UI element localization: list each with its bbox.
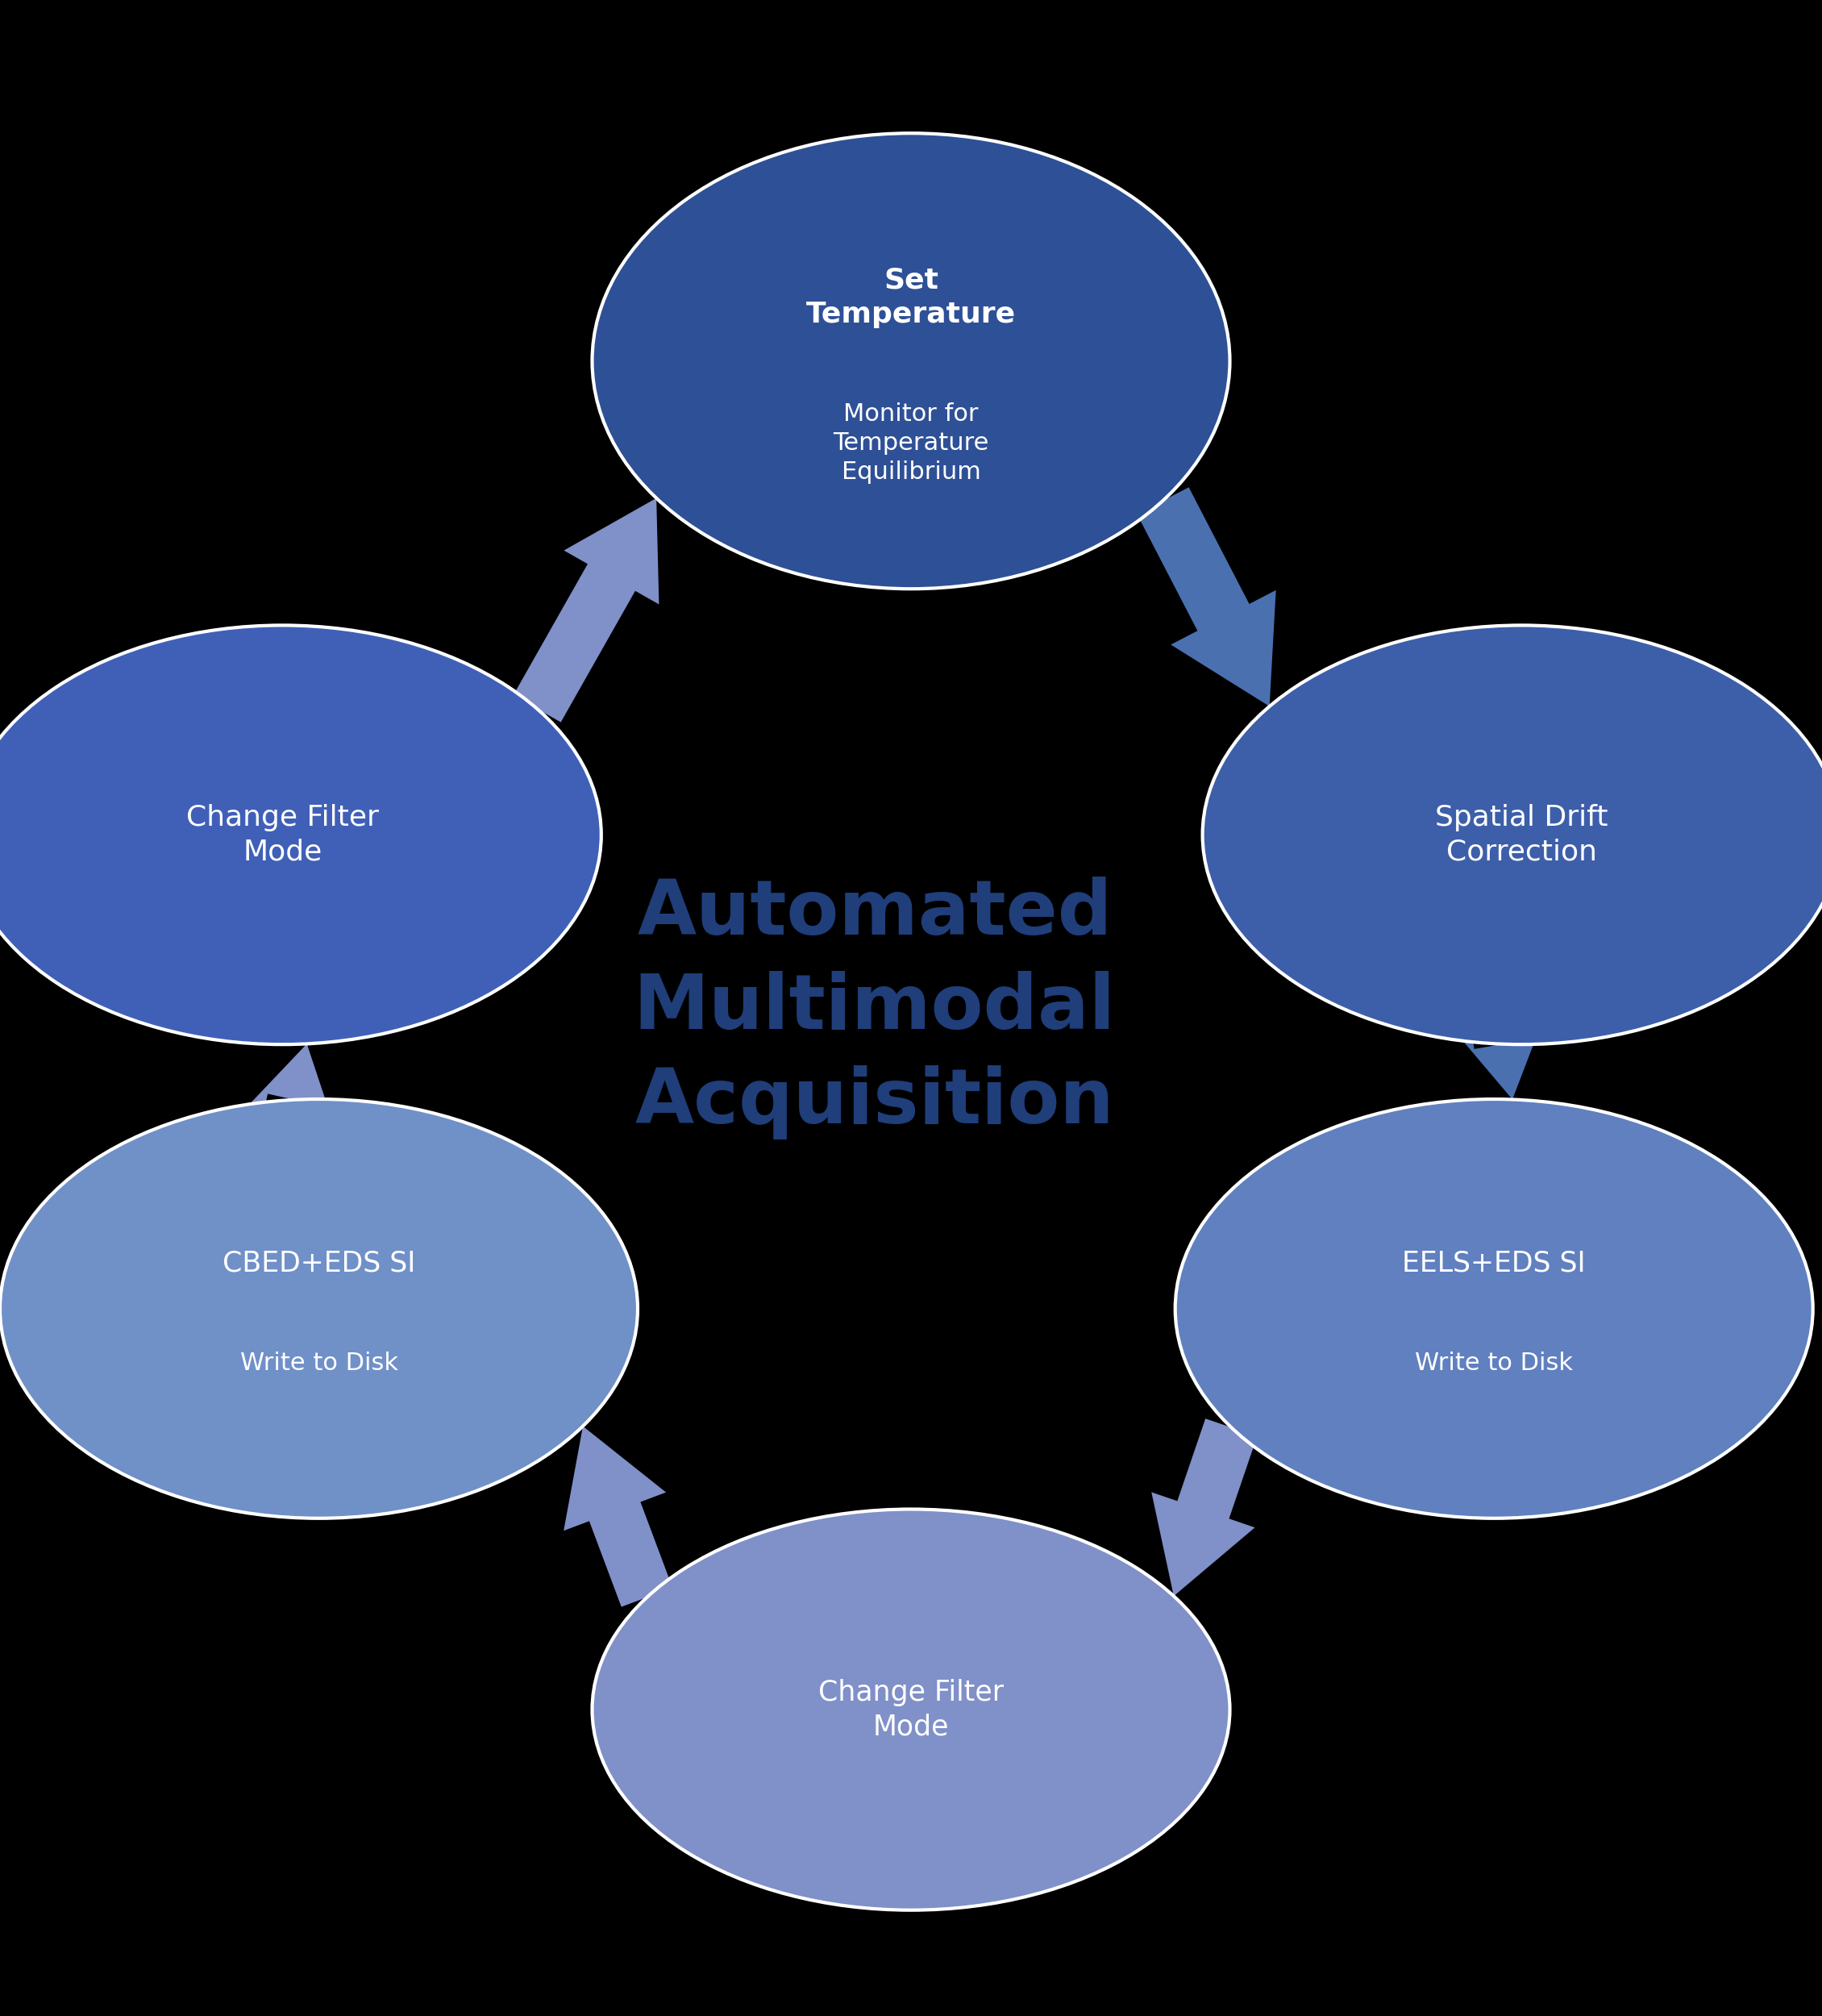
Polygon shape xyxy=(233,1044,341,1145)
Text: EELS+EDS SI: EELS+EDS SI xyxy=(1403,1250,1585,1276)
Text: Write to Disk: Write to Disk xyxy=(1416,1351,1572,1375)
Text: Set
Temperature: Set Temperature xyxy=(805,266,1017,329)
Ellipse shape xyxy=(592,133,1230,589)
Text: Change Filter
Mode: Change Filter Mode xyxy=(818,1679,1004,1740)
Text: Change Filter
Mode: Change Filter Mode xyxy=(186,804,379,865)
Ellipse shape xyxy=(0,625,601,1044)
Text: Monitor for
Temperature
Equilibrium: Monitor for Temperature Equilibrium xyxy=(833,403,989,484)
Ellipse shape xyxy=(592,1510,1230,1909)
Ellipse shape xyxy=(1175,1099,1813,1518)
Polygon shape xyxy=(563,1425,672,1607)
Polygon shape xyxy=(1438,990,1554,1099)
Ellipse shape xyxy=(0,1099,638,1518)
Text: CBED+EDS SI: CBED+EDS SI xyxy=(222,1250,415,1276)
Polygon shape xyxy=(514,498,660,722)
Ellipse shape xyxy=(1203,625,1822,1044)
Text: Spatial Drift
Correction: Spatial Drift Correction xyxy=(1436,804,1607,865)
Polygon shape xyxy=(1137,488,1275,706)
Text: Automated
Multimodal
Acquisition: Automated Multimodal Acquisition xyxy=(634,877,1115,1139)
Polygon shape xyxy=(1152,1419,1257,1597)
Text: Write to Disk: Write to Disk xyxy=(241,1351,397,1375)
